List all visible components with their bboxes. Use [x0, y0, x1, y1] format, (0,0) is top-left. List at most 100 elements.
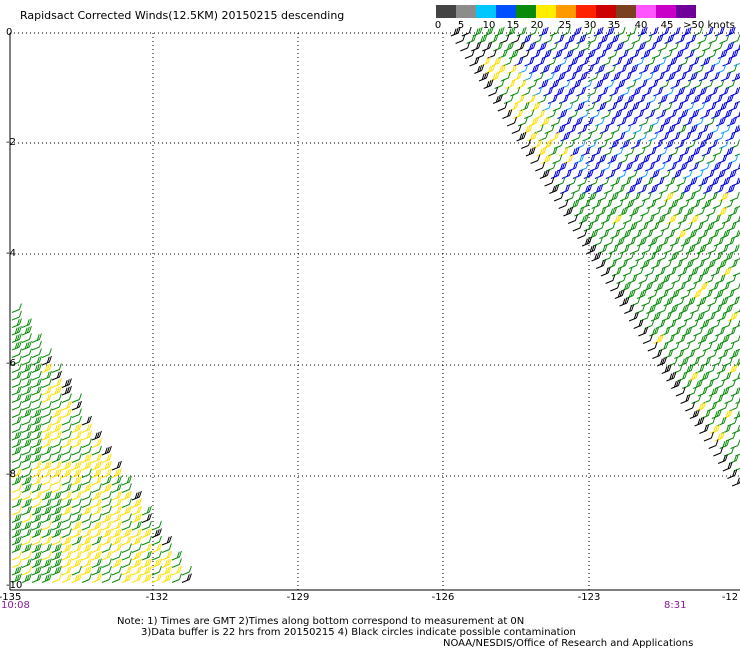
wind-barb	[719, 34, 730, 44]
wind-barb	[81, 543, 92, 553]
wind-barb	[503, 94, 514, 104]
wind-barb	[161, 550, 172, 561]
wind-barb	[41, 543, 52, 553]
wind-barb	[725, 184, 736, 194]
wind-barb	[571, 131, 582, 142]
wind-barb	[516, 26, 527, 37]
wind-barb	[31, 543, 42, 553]
figure-title: Rapidsact Corrected Winds(12.5KM) 201502…	[20, 9, 345, 22]
wind-barb	[31, 348, 42, 358]
wind-barb	[91, 520, 102, 531]
wind-barb	[722, 109, 733, 119]
wind-barb	[687, 281, 698, 292]
wind-barb	[619, 191, 630, 202]
wind-barb	[586, 191, 597, 202]
wind-barb	[524, 56, 535, 67]
wind-barb	[701, 199, 712, 209]
wind-barb	[21, 370, 32, 381]
wind-barb	[587, 86, 598, 97]
wind-barb	[61, 460, 72, 471]
wind-barb	[525, 146, 536, 157]
wind-barb	[601, 109, 612, 119]
wind-barb	[604, 131, 615, 142]
wind-barb	[679, 304, 690, 314]
wind-barb	[588, 71, 599, 82]
wind-barb	[61, 565, 72, 576]
wind-barb	[581, 236, 592, 247]
wind-barb	[667, 56, 678, 67]
wind-barb	[615, 26, 626, 37]
wind-barb	[645, 161, 656, 172]
wind-barb	[529, 64, 540, 74]
wind-barb	[11, 370, 22, 381]
wind-barb	[604, 184, 615, 194]
wind-barb	[21, 543, 32, 553]
wind-barb	[31, 453, 42, 463]
wind-barb	[11, 535, 22, 546]
wind-barb	[710, 424, 721, 434]
wind-barb	[653, 334, 664, 344]
wind-barb	[719, 139, 729, 149]
wind-barb	[638, 326, 649, 337]
wind-barb	[544, 176, 555, 187]
wind-barb	[647, 341, 658, 352]
wind-barb	[101, 453, 112, 463]
wind-barb	[669, 236, 680, 247]
legend-label: 40	[634, 20, 648, 31]
wind-barb	[121, 528, 132, 538]
wind-barb	[621, 281, 632, 292]
wind-barb	[31, 475, 42, 486]
wind-barb	[550, 116, 561, 127]
wind-barb	[585, 49, 596, 59]
wind-barb	[689, 409, 700, 419]
wind-barb	[31, 513, 42, 523]
wind-barb	[709, 176, 720, 187]
wind-barb	[571, 184, 582, 194]
wind-barb	[61, 550, 72, 561]
wind-barb	[121, 513, 132, 523]
wind-barb	[725, 26, 736, 37]
wind-barb	[11, 340, 22, 351]
wind-barb	[71, 475, 82, 486]
wind-barb	[71, 528, 82, 538]
wind-barb	[11, 438, 22, 448]
wind-barb	[555, 71, 566, 82]
wind-barb	[61, 535, 72, 546]
wind-barb	[527, 79, 538, 89]
y-tick-label: -4	[6, 248, 16, 259]
wind-barb	[593, 79, 604, 89]
wind-barb	[543, 139, 553, 149]
legend-swatch	[536, 5, 556, 18]
wind-barb	[717, 259, 727, 269]
wind-barb	[11, 543, 22, 553]
wind-barb	[528, 116, 539, 127]
wind-barb	[131, 565, 142, 576]
wind-barb	[41, 415, 52, 426]
wind-barb	[687, 229, 698, 239]
wind-barb	[608, 244, 619, 254]
wind-barb	[131, 535, 142, 546]
wind-barb	[572, 169, 583, 179]
wind-barb	[608, 191, 619, 202]
wind-barb	[645, 109, 656, 119]
wind-barb	[681, 184, 692, 194]
wind-barb	[11, 333, 22, 343]
wind-barb	[731, 230, 740, 239]
wind-barb	[111, 498, 122, 508]
wind-barb	[732, 425, 740, 434]
wind-barb	[51, 505, 62, 516]
wind-barb	[646, 199, 657, 209]
wind-barb	[731, 282, 740, 292]
wind-barb	[51, 468, 62, 478]
wind-barb	[657, 94, 668, 104]
wind-barb	[131, 550, 142, 561]
x-tick-label: -123	[577, 592, 601, 603]
wind-barb	[81, 483, 92, 493]
wind-barb	[676, 176, 687, 187]
wind-barb	[31, 423, 42, 433]
wind-barb	[21, 438, 32, 448]
wind-barb	[613, 94, 624, 104]
wind-barb	[598, 34, 609, 44]
wind-barb	[729, 244, 740, 254]
